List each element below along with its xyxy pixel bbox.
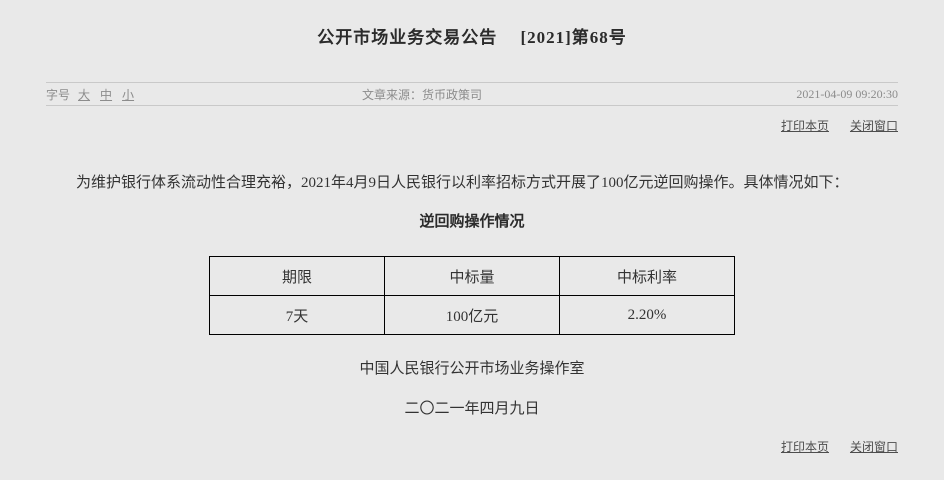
font-size-label: 字号 xyxy=(46,87,71,102)
meta-bar: 字号 大 中 小 文章来源：货币政策司 2021-04-09 09:20:30 xyxy=(46,82,898,106)
page-title: 公开市场业务交易公告 [2021]第68号 xyxy=(317,28,627,47)
publish-timestamp: 2021-04-09 09:20:30 xyxy=(796,86,898,101)
table-title: 逆回购操作情况 xyxy=(419,214,525,230)
close-window-link[interactable]: 关闭窗口 xyxy=(849,119,898,133)
table-header-cell-volume: 中标量 xyxy=(384,256,560,296)
signature-line: 中国人民银行公开市场业务操作室 xyxy=(359,361,585,377)
font-size-small-link[interactable]: 小 xyxy=(122,87,135,102)
font-size-control: 字号 大 中 小 xyxy=(46,86,362,103)
print-page-link[interactable]: 打印本页 xyxy=(780,119,829,133)
table-row: 7天 100亿元 2.20% xyxy=(209,295,735,335)
table-cell-volume: 100亿元 xyxy=(384,295,560,335)
table-header-row: 期限 中标量 中标利率 xyxy=(209,256,735,296)
bottom-actions: 打印本页 关闭窗口 xyxy=(46,439,898,455)
table-cell-rate: 2.20% xyxy=(559,295,735,335)
print-page-link-bottom[interactable]: 打印本页 xyxy=(780,440,829,454)
date-line: 二〇二一年四月九日 xyxy=(404,401,540,417)
table-header-cell-term: 期限 xyxy=(209,256,385,296)
announcement-paragraph: 为维护银行体系流动性合理充裕，2021年4月9日人民银行以利率招标方式开展了10… xyxy=(76,175,849,191)
article-source-value: 货币政策司 xyxy=(422,87,483,102)
operation-table: 期限 中标量 中标利率 7天 100亿元 2.20% xyxy=(209,256,735,335)
top-actions: 打印本页 关闭窗口 xyxy=(46,118,898,134)
close-window-link-bottom[interactable]: 关闭窗口 xyxy=(849,440,898,454)
table-cell-term: 7天 xyxy=(209,295,385,335)
table-header-cell-rate: 中标利率 xyxy=(559,256,735,296)
font-size-large-link[interactable]: 大 xyxy=(78,87,91,102)
font-size-medium-link[interactable]: 中 xyxy=(100,87,113,102)
article-source: 文章来源：货币政策司 xyxy=(362,86,796,103)
article-source-label: 文章来源： xyxy=(362,87,423,102)
